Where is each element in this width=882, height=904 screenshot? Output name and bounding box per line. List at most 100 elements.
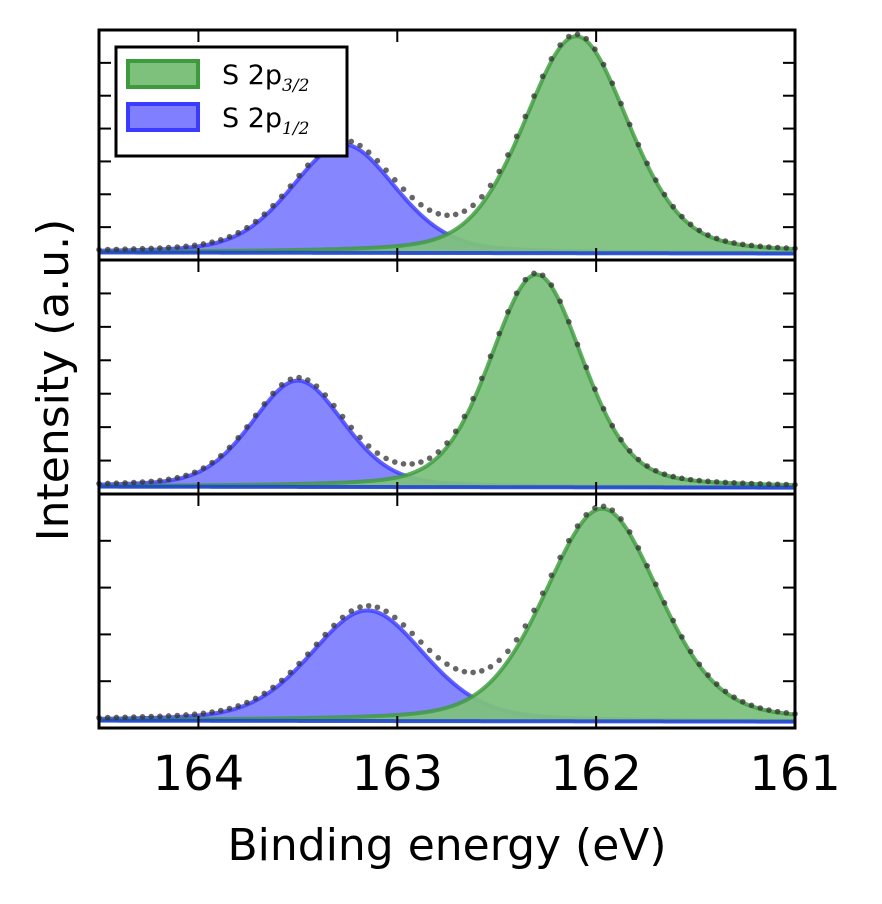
panel-1-data-point: [557, 42, 563, 48]
panel-1-data-point: [531, 93, 537, 99]
panel-2-area-s2p12: [99, 380, 795, 489]
panel-3-area-s2p12: [99, 610, 795, 723]
panel-2-data-point: [470, 395, 476, 402]
panel-3-data-point: [209, 709, 215, 715]
panel-2-data-point: [287, 376, 294, 383]
panel-3-data-point: [139, 714, 146, 720]
panel-2-data-point: [244, 424, 250, 430]
panel-2-data-point: [383, 455, 389, 462]
panel-3-data-point: [505, 648, 511, 655]
panel-1-data-point: [348, 138, 355, 145]
panel-2-data-point: [252, 412, 259, 419]
panel-2-data-point: [331, 402, 337, 409]
x-axis-label: Binding energy (eV): [227, 820, 666, 871]
x-tick-label: 164: [153, 746, 245, 802]
panel-1-data-point: [374, 157, 381, 164]
panel-1-data-point: [487, 182, 494, 189]
panel-2-data-point: [131, 479, 137, 486]
panel-1-data-point: [270, 202, 276, 209]
panel-1-data-point: [713, 235, 720, 242]
panel-2-data-point: [592, 386, 598, 392]
panel-2-data-point: [322, 392, 329, 398]
panel-2: [96, 270, 798, 490]
panel-1-data-point: [157, 245, 163, 251]
panel-3-data-point: [696, 661, 703, 668]
legend-label-s2p12: S 2p1/2: [222, 103, 309, 139]
panel-2-data-point: [305, 377, 311, 383]
panel-3-data-point: [313, 641, 320, 648]
panel-3-data-point: [557, 554, 563, 561]
panel-1-data-point: [400, 186, 407, 192]
panel-3-data-point: [583, 511, 589, 518]
panel-2-data-point: [548, 282, 555, 288]
panel-2-data-point: [183, 472, 189, 479]
panel-2-data-point: [139, 479, 146, 485]
panel-2-data-point: [174, 474, 181, 481]
panel-1-data-point: [183, 243, 189, 250]
panel-2-data-point: [783, 481, 790, 488]
panel-3-data-point: [479, 668, 485, 674]
panel-1-data-point: [774, 244, 781, 251]
panel-2-data-point: [122, 480, 128, 486]
panel-1-data-point: [600, 61, 607, 68]
panel-2-data-point: [766, 481, 772, 487]
panel-3-data-point: [131, 714, 137, 720]
panel-2-data-point: [653, 467, 659, 474]
panel-2-background-line: [99, 484, 796, 490]
panel-3-data-point: [400, 622, 407, 628]
panel-1-data-point: [113, 246, 120, 253]
panel-2-data-point: [426, 455, 433, 461]
panel-2-data-point: [148, 478, 154, 485]
panel-1-data-point: [191, 242, 198, 249]
panel-2-data-point: [218, 452, 224, 459]
panel-1-data-point: [261, 211, 268, 218]
panel-3-data-point: [104, 714, 111, 721]
panel-2-data-point: [513, 290, 520, 296]
panel-1-data-point: [539, 73, 546, 80]
panel-3-data-point: [322, 631, 329, 638]
panel-3: [96, 503, 798, 724]
panel-1-data-point: [574, 31, 581, 38]
panel-2-data-point: [635, 456, 642, 463]
panel-2-data-point: [235, 434, 241, 441]
panel-1-data-point: [583, 35, 589, 42]
panel-1-data-point: [496, 168, 503, 175]
axes-layer: 164 163 162 161: [97, 28, 841, 802]
panel-2-data-point: [104, 480, 111, 487]
panel-3-data-point: [392, 614, 398, 621]
panel-1-data-point: [139, 245, 146, 252]
panel-3-data-point: [270, 684, 276, 691]
panel-2-data-point: [348, 424, 355, 431]
panel-1-data-point: [592, 46, 598, 52]
panel-1-data-point: [548, 56, 555, 62]
panel-2-data-point: [461, 413, 468, 420]
panel-1-data-point: [783, 245, 790, 251]
panel-3-data-point: [191, 711, 198, 718]
panel-2-data-point: [574, 341, 581, 348]
panel-2-data-point: [609, 422, 616, 429]
panel-1-data-point: [670, 203, 676, 210]
panel-3-data-point: [687, 648, 694, 655]
panel-1-data-point: [383, 167, 389, 173]
panel-3-data-point: [757, 705, 763, 711]
panel-1-data-point: [131, 246, 137, 252]
panel-1-area-s2p12: [99, 144, 795, 255]
panel-2-data-point: [757, 481, 763, 487]
panel-2-data-point: [374, 450, 381, 456]
panel-3-data-point: [722, 688, 729, 695]
panel-3-data-point: [113, 714, 120, 721]
panel-3-background-line: [99, 718, 796, 724]
panel-3-data-point: [383, 608, 389, 615]
panel-3-data-point: [626, 529, 633, 535]
panel-3-data-point: [444, 661, 450, 667]
panel-3-data-point: [679, 634, 685, 640]
panel-1-data-point: [696, 227, 703, 234]
panel-1-background-line: [98, 250, 795, 256]
panel-2-data-point: [626, 448, 633, 454]
panel-2-data-point: [661, 471, 668, 477]
panel-1-data-point: [226, 233, 233, 240]
panel-3-data-point: [496, 657, 503, 664]
panel-1-data-point: [470, 202, 476, 209]
panel-1-data-point: [418, 201, 424, 208]
